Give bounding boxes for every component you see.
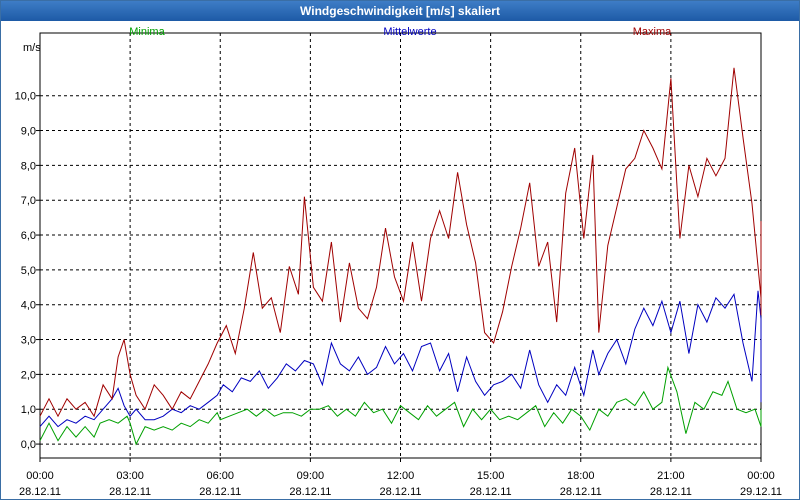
x-tick-time: 03:00 [116,470,144,482]
series-group [39,67,762,446]
x-tick-time: 00:00 [747,470,775,482]
x-tick-date: 28.12.11 [470,486,512,498]
y-tick-label: 1,0 [21,404,36,416]
x-tick-time: 09:00 [297,470,325,482]
y-tick-label: 10,0 [15,91,36,103]
x-tick-time: 18:00 [567,470,595,482]
x-tick-time: 21:00 [657,470,685,482]
y-tick-label: 0,0 [21,439,36,451]
x-tick-date: 29.12.11 [740,486,782,498]
y-tick-label: 3,0 [21,335,36,347]
y-tick-label: 5,0 [21,265,36,277]
tick-labels: 0,0 1,0 2,0 3,0 4,0 5,0 6,0 7,0 8,0 9,0 10,0 00:00 2… [15,91,782,498]
x-tick-date: 28.12.11 [289,486,331,498]
y-tick-label: 4,0 [21,300,36,312]
y-tick-label: 6,0 [21,230,36,242]
y-axis-label: m/s [23,42,41,54]
minima-line [39,365,762,446]
x-tick-time: 12:00 [387,470,415,482]
mittelwerte-line [39,290,762,428]
y-tick-label: 2,0 [21,369,36,381]
y-tick-label: 9,0 [21,126,36,138]
grid-lines [40,33,761,458]
y-tick-label: 8,0 [21,160,36,172]
x-tick-date: 28.12.11 [379,486,421,498]
x-tick-date: 28.12.11 [560,486,602,498]
x-tick-date: 28.12.11 [109,486,151,498]
legend-mittelwerte: Mittelwerte [383,26,436,38]
x-tick-date: 28.12.11 [199,486,241,498]
window-title: Windgeschwindigkeit [m/s] skaliert [1,1,799,21]
maxima-line [39,67,762,418]
legend-minima: Minima [129,26,165,38]
y-tick-label: 7,0 [21,195,36,207]
legend-maxima: Maxima [633,26,672,38]
x-tick-time: 00:00 [26,470,54,482]
x-tick-time: 15:00 [477,470,505,482]
x-tick-time: 06:00 [206,470,234,482]
x-tick-date: 28.12.11 [19,486,61,498]
x-tick-date: 28.12.11 [650,486,692,498]
